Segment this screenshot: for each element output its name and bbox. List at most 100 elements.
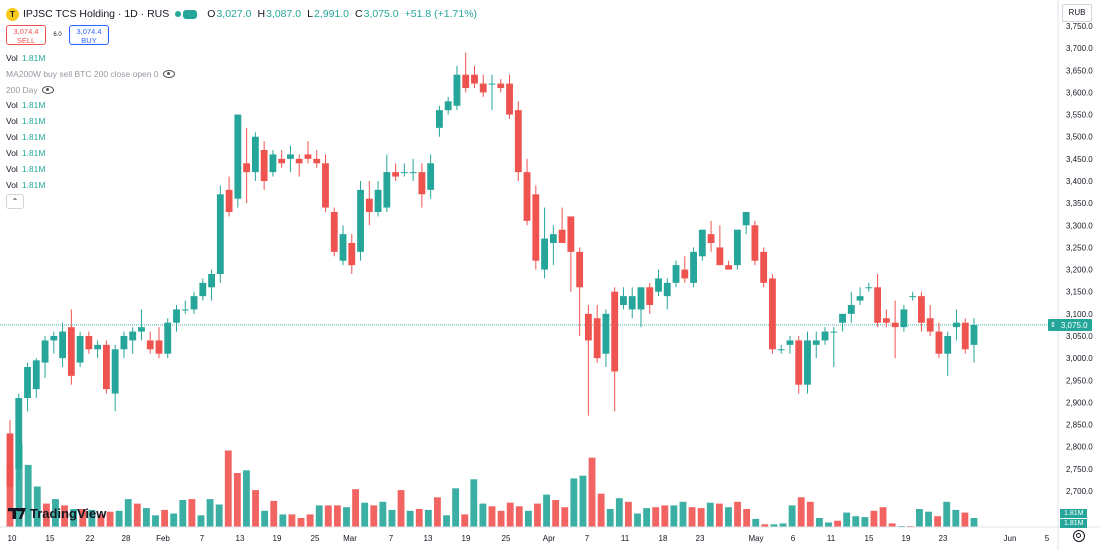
volume-bar (524, 510, 532, 527)
time-tick-label: 25 (311, 534, 320, 543)
candle-body (6, 433, 14, 487)
currency-selector[interactable]: RUB (1062, 4, 1092, 22)
volume-bar (133, 503, 141, 527)
volume-indicator-row[interactable]: Vol 1.81M (6, 132, 45, 142)
volume-bar (206, 499, 214, 527)
time-tick-label: 5 (1045, 534, 1050, 543)
candle-body (138, 327, 145, 332)
candle-body (102, 344, 110, 390)
time-tick-label: 15 (865, 534, 874, 543)
candle-body (576, 251, 584, 288)
candle-body (479, 83, 487, 93)
time-axis[interactable]: 10 15 22 28 Feb 7 13 19 25 Mar 7 13 19 25 Apr 7 11 18 23 Ma… (0, 526, 1100, 543)
high-label: H (257, 8, 266, 20)
symbol-logo[interactable]: T (6, 7, 19, 21)
eye-icon[interactable] (183, 9, 198, 19)
tradingview-watermark[interactable]: TradingView (8, 506, 106, 521)
candle-body (698, 229, 706, 257)
volume-bar (252, 490, 259, 527)
candle-body (830, 331, 838, 333)
price-axis[interactable]: 3,750.0 3,700.0 3,650.0 3,600.0 3,550.0 3,500… (1057, 0, 1093, 550)
candle-body (462, 74, 470, 88)
candle-body (155, 340, 163, 354)
volume-bar (543, 494, 550, 527)
candle-body (164, 322, 172, 354)
candle-body (795, 340, 803, 385)
volume-bar (743, 509, 751, 527)
volume-bar (461, 514, 469, 527)
volume-bar (870, 510, 878, 527)
volume-bar (825, 522, 832, 527)
candle-body (506, 83, 513, 115)
volume-indicator-row[interactable]: Vol 1.81M (6, 100, 45, 110)
ma-indicator[interactable]: MA200W buy sell BTC 200 close open 0 (6, 69, 175, 79)
candle-body (593, 318, 601, 359)
candle-body (418, 172, 426, 195)
candle-body (497, 83, 505, 88)
time-tick-label: 23 (696, 534, 705, 543)
candle-body (41, 340, 49, 363)
volume-bar (970, 518, 978, 527)
volume-bar (97, 514, 105, 527)
open-label: O (207, 8, 216, 20)
settings-gear-icon[interactable] (1073, 530, 1085, 542)
price-tick-label: 2,700.0 (1066, 487, 1093, 496)
volume-bar (270, 500, 278, 527)
volume-bar (406, 510, 414, 527)
sell-button[interactable]: 3,074.4 SELL (6, 25, 46, 45)
hidden-eye-icon[interactable] (162, 70, 175, 78)
volume-indicator-value: 1.81M (21, 164, 46, 174)
volume-bar (297, 518, 305, 527)
candle-body (208, 274, 215, 288)
volume-indicator-value: 1.81M (21, 116, 46, 126)
price-tick-label: 3,700.0 (1066, 44, 1093, 53)
volume-bar (715, 503, 723, 527)
candle-body (769, 278, 776, 350)
volume-bar (88, 509, 96, 527)
volume-indicator[interactable]: Vol 1.81M (6, 53, 45, 63)
price-tick-label: 3,100.0 (1066, 310, 1093, 319)
volume-bar (215, 504, 223, 527)
candle-body (348, 243, 356, 266)
buy-button[interactable]: 3,074.4 BUY (69, 25, 109, 45)
volume-bar (916, 509, 923, 527)
volume-indicator-row[interactable]: Vol 1.81M (6, 180, 45, 190)
time-tick-label: 18 (659, 534, 668, 543)
volume-bar (42, 503, 50, 527)
volume-bar (488, 506, 496, 527)
volume-bar (434, 497, 441, 527)
price-tick-label: 3,600.0 (1066, 88, 1093, 97)
volume-bar (497, 510, 505, 527)
candle-body (173, 309, 180, 323)
candle-body (269, 154, 277, 173)
volume-bar (361, 502, 369, 527)
volume-bar (779, 523, 787, 527)
collapse-legend-button[interactable]: ⌃ (6, 194, 24, 209)
volume-bar (243, 470, 250, 527)
candle-body (216, 194, 224, 274)
symbol-title[interactable]: IPJSC TCS Holding · 1D · RUS (23, 8, 170, 20)
candle-body (357, 189, 364, 252)
volume-bar (79, 509, 87, 527)
buy-label: BUY (81, 36, 97, 45)
volume-indicator-row[interactable]: Vol 1.81M (6, 164, 45, 174)
day-indicator[interactable]: 200 Day (6, 85, 54, 95)
volume-indicator-row[interactable]: Vol 1.81M (6, 148, 45, 158)
candle-body (67, 327, 75, 376)
volume-bar (379, 501, 387, 527)
candle-body (628, 296, 636, 310)
candle-body (690, 251, 697, 283)
candle-body (655, 278, 662, 292)
candle-body (839, 313, 846, 323)
candle-body (111, 349, 119, 394)
volume-bar (670, 505, 678, 527)
volume-bar (861, 517, 869, 527)
hidden-eye-icon[interactable] (41, 86, 54, 94)
candle-body (961, 322, 969, 350)
volume-bar (152, 515, 159, 527)
volume-indicator-row[interactable]: Vol 1.81M (6, 116, 45, 126)
candle-body (295, 158, 303, 164)
candle-body (926, 318, 934, 332)
volume-bar (197, 515, 205, 527)
